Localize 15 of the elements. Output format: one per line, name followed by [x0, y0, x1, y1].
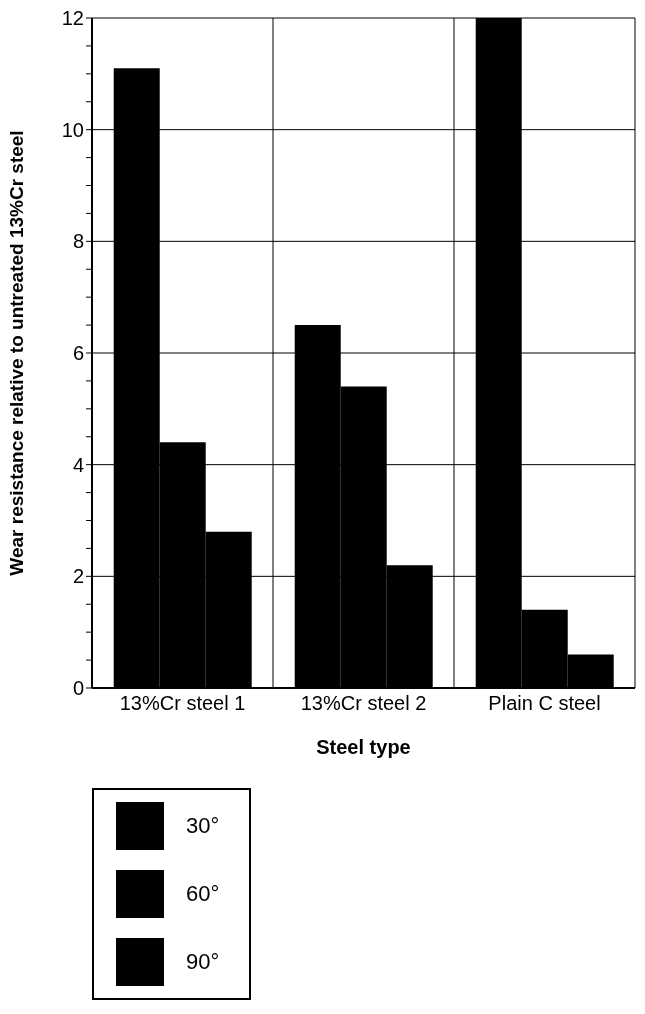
y-tick-label: 2: [72, 565, 84, 588]
x-tick-label: 13%Cr steel 1: [119, 692, 246, 715]
x-axis-title: Steel type: [316, 736, 411, 758]
y-axis-title: Wear resistance relative to untreated 13%Cr steel: [5, 130, 27, 576]
legend-label: 30°: [186, 813, 220, 839]
y-tick-label: 0: [72, 677, 84, 700]
y-tick-label: 12: [61, 7, 84, 30]
legend-label: 90°: [186, 949, 220, 975]
legend-label: 60°: [186, 881, 220, 907]
y-tick-label: 10: [61, 118, 84, 141]
x-tick-label: 13%Cr steel 2: [300, 692, 427, 715]
y-tick-label: 4: [72, 453, 84, 476]
x-tick-label: Plain C steel: [488, 692, 601, 715]
y-tick-label: 8: [72, 230, 84, 253]
y-tick-label: 6: [72, 342, 84, 365]
